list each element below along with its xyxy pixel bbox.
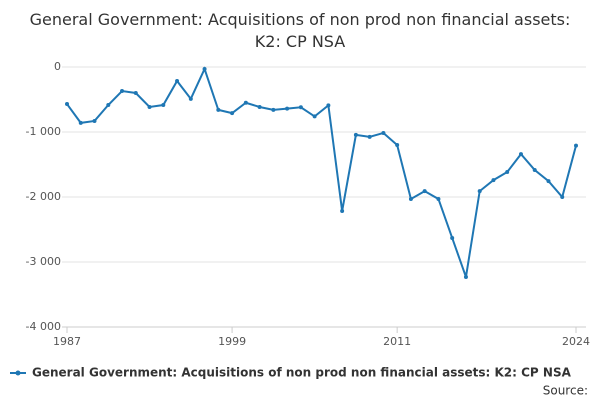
point <box>532 168 537 173</box>
legend-marker <box>15 370 21 376</box>
point <box>353 132 358 137</box>
point <box>574 143 578 148</box>
point <box>340 208 345 213</box>
point <box>560 195 565 199</box>
point <box>243 100 248 105</box>
y-tick-label: 0 <box>54 60 61 73</box>
series-line <box>66 66 577 278</box>
point <box>450 235 455 240</box>
point <box>216 107 221 112</box>
point <box>477 189 482 194</box>
y-tick-label: -3 000 <box>26 255 61 268</box>
point <box>505 169 510 174</box>
point <box>422 189 427 194</box>
point <box>463 274 468 279</box>
point <box>326 103 331 108</box>
point <box>65 102 69 107</box>
chart-title: General Government: Acquisitions of non … <box>30 10 571 51</box>
source: Source: <box>543 384 588 398</box>
y-tick-label: -2 000 <box>26 190 61 203</box>
point <box>133 91 138 95</box>
point <box>161 103 166 108</box>
x-tick-label: 1999 <box>218 335 246 348</box>
x-tick-label: 1987 <box>53 335 81 348</box>
point <box>202 66 207 71</box>
x-tick-label: 2011 <box>383 335 411 348</box>
point <box>120 89 125 94</box>
point <box>147 104 152 109</box>
point <box>518 152 523 157</box>
x-tick-label: 2024 <box>562 335 590 348</box>
point <box>271 107 276 112</box>
point <box>285 106 290 111</box>
point <box>188 96 193 101</box>
point <box>395 143 400 147</box>
point <box>408 196 413 201</box>
point <box>92 118 97 123</box>
y-tick-label: -1 000 <box>26 125 61 138</box>
point <box>312 114 317 119</box>
point <box>106 103 111 108</box>
point <box>175 78 180 83</box>
point <box>367 134 372 139</box>
point <box>78 120 83 125</box>
point <box>546 179 551 184</box>
point <box>298 105 303 110</box>
legend-label: General Government: Acquisitions of non … <box>32 366 572 380</box>
point <box>381 130 386 135</box>
point <box>257 104 262 109</box>
point <box>436 196 441 201</box>
point <box>230 111 235 116</box>
y-tick-label: -4 000 <box>26 320 61 333</box>
point <box>491 178 496 183</box>
